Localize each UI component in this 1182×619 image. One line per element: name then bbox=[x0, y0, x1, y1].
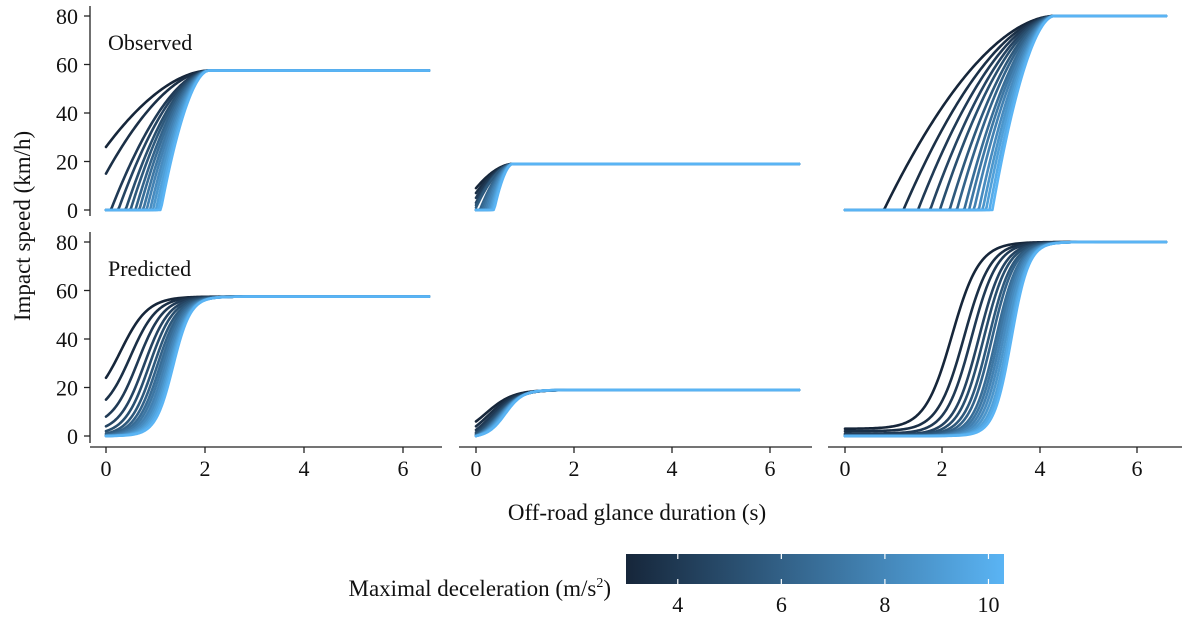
series-line bbox=[843, 240, 1168, 438]
x-tick-label: 0 bbox=[471, 456, 482, 481]
panel-observed-2 bbox=[474, 162, 801, 212]
series-line bbox=[474, 162, 801, 209]
panel-observed-3 bbox=[843, 14, 1168, 212]
series-line bbox=[474, 162, 801, 212]
y-tick-label: 80 bbox=[56, 4, 78, 29]
x-tick-label: 2 bbox=[569, 456, 580, 481]
y-tick-label: 40 bbox=[56, 101, 78, 126]
series-line bbox=[474, 388, 801, 438]
series-line bbox=[474, 162, 801, 207]
y-tick-label: 0 bbox=[67, 424, 78, 449]
colorbar-tick-label: 10 bbox=[977, 592, 999, 617]
panel-predicted-3 bbox=[843, 240, 1168, 438]
y-tick-label: 20 bbox=[56, 150, 78, 175]
colorbar: Maximal deceleration (m/s2) 4 6 8 10 bbox=[349, 554, 1004, 617]
y-axis-title: Impact speed (km/h) bbox=[10, 131, 35, 321]
colorbar-tick-label: 8 bbox=[879, 592, 890, 617]
series-line bbox=[474, 388, 801, 438]
colorbar-label: Maximal deceleration (m/s2) bbox=[349, 576, 611, 601]
x-tick-label: 4 bbox=[1035, 456, 1046, 481]
series-line bbox=[474, 162, 801, 190]
series-line bbox=[474, 162, 801, 212]
panel-predicted-2 bbox=[474, 388, 801, 438]
x-axis-title: Off-road glance duration (s) bbox=[508, 500, 766, 525]
series-line bbox=[474, 388, 801, 437]
series-line bbox=[474, 162, 801, 212]
plot-panels bbox=[104, 14, 1168, 438]
series-line bbox=[474, 162, 801, 212]
x-ticks-col3: 0 2 4 6 bbox=[840, 447, 1143, 481]
row-label-observed: Observed bbox=[108, 30, 192, 55]
y-ticks-top: 0 20 40 60 80 bbox=[56, 4, 90, 223]
series-line bbox=[104, 69, 431, 212]
series-line bbox=[474, 388, 801, 435]
series-line bbox=[474, 388, 801, 437]
series-line bbox=[474, 388, 801, 438]
series-line bbox=[474, 162, 801, 195]
x-tick-label: 2 bbox=[200, 456, 211, 481]
x-tick-label: 4 bbox=[667, 456, 678, 481]
series-line bbox=[474, 388, 801, 438]
colorbar-label-close: ) bbox=[603, 576, 611, 601]
colorbar-label-main: Maximal deceleration (m/s bbox=[349, 576, 597, 601]
y-tick-label: 80 bbox=[56, 230, 78, 255]
x-ticks-col2: 0 2 4 6 bbox=[471, 447, 776, 481]
series-line bbox=[474, 162, 801, 212]
y-tick-label: 0 bbox=[67, 198, 78, 223]
y-tick-label: 60 bbox=[56, 279, 78, 304]
x-tick-label: 2 bbox=[937, 456, 948, 481]
series-line bbox=[474, 388, 801, 438]
series-line bbox=[104, 295, 431, 438]
colorbar-ticks: 4 6 8 10 bbox=[672, 554, 999, 617]
series-line bbox=[474, 162, 801, 200]
series-line bbox=[474, 162, 801, 205]
x-ticks-col1: 0 2 4 6 bbox=[101, 447, 409, 481]
series-line bbox=[474, 388, 801, 438]
x-tick-label: 6 bbox=[1132, 456, 1143, 481]
x-tick-label: 6 bbox=[765, 456, 776, 481]
colorbar-gradient bbox=[626, 554, 1004, 584]
colorbar-tick-label: 4 bbox=[672, 592, 683, 617]
colorbar-label-superscript: 2 bbox=[596, 576, 603, 591]
series-line bbox=[474, 162, 801, 212]
x-tick-label: 6 bbox=[398, 456, 409, 481]
colorbar-tick-label: 6 bbox=[776, 592, 787, 617]
series-line bbox=[474, 388, 801, 437]
y-tick-label: 40 bbox=[56, 327, 78, 352]
y-ticks-bottom: 0 20 40 60 80 bbox=[56, 230, 90, 449]
series-line bbox=[474, 388, 801, 438]
y-tick-label: 20 bbox=[56, 376, 78, 401]
panel-observed-1 bbox=[104, 69, 431, 212]
x-tick-label: 0 bbox=[101, 456, 112, 481]
series-line bbox=[474, 162, 801, 212]
y-tick-label: 60 bbox=[56, 53, 78, 78]
x-tick-label: 4 bbox=[299, 456, 310, 481]
x-tick-label: 0 bbox=[840, 456, 851, 481]
row-label-predicted: Predicted bbox=[108, 256, 191, 281]
series-line bbox=[474, 162, 801, 212]
series-line bbox=[474, 162, 801, 212]
series-line bbox=[843, 14, 1168, 212]
panel-predicted-1 bbox=[104, 295, 431, 438]
axes bbox=[89, 6, 1182, 448]
